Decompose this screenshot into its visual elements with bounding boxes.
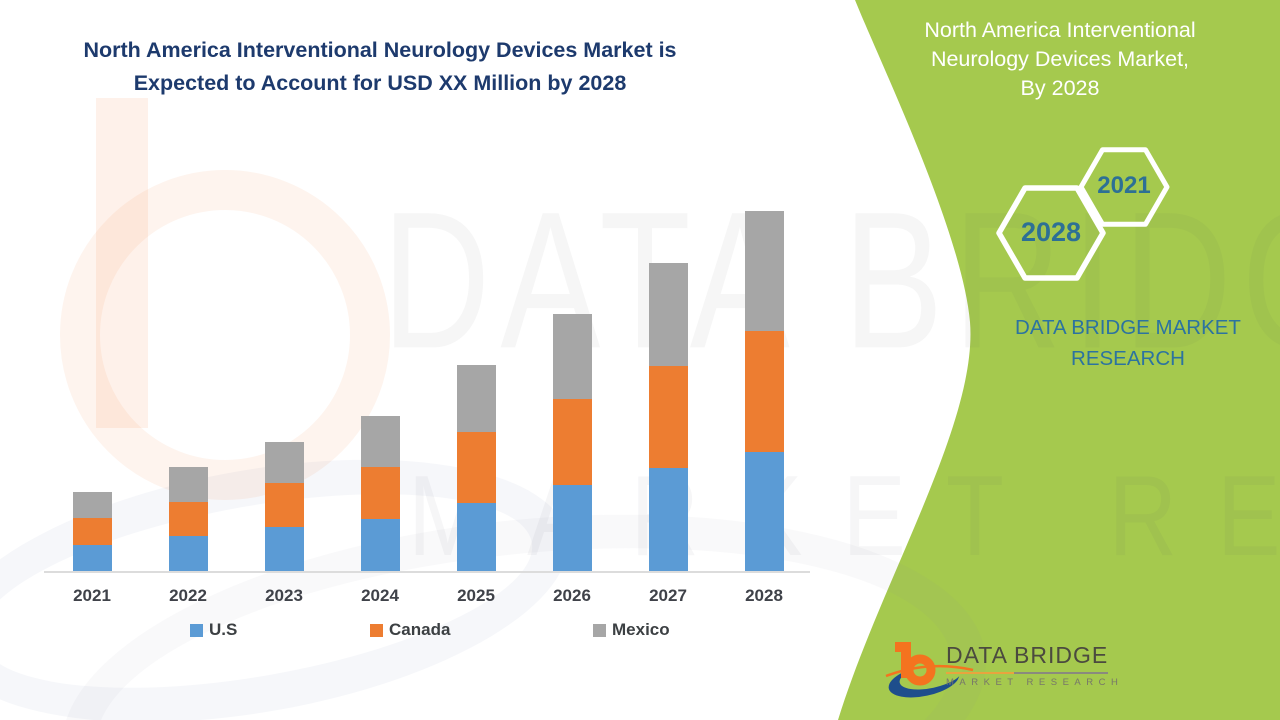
bar-segment-2023-mexico [264,442,304,483]
page-title: North America Interventional Neurology D… [40,34,720,100]
brand-text-line-1: DATA BRIDGE MARKET [1015,316,1241,339]
bar-segment-2028-mexico [744,211,784,331]
panel-title: North America Interventional Neurology D… [880,16,1240,103]
bar-segment-2024-mexico [360,416,400,467]
bar-segment-2022-us [168,536,208,571]
brand-text-line-2: RESEARCH [1071,347,1185,370]
bar-segment-2028-us [744,452,784,571]
panel-title-line-1: North America Interventional [924,18,1196,42]
legend-swatch-icon [593,623,606,637]
bar-segment-2027-us [648,468,688,571]
data-bridge-logo-icon [885,642,974,698]
bar-segment-2024-canada [360,467,400,519]
bar-2027 [648,263,688,571]
bar-segment-2028-canada [744,331,784,452]
bar-segment-2024-us [360,519,400,571]
legend-label: Mexico [612,620,670,639]
x-axis-label-2021: 2021 [73,586,111,605]
page-title-line-2: Expected to Account for USD XX Million b… [133,71,627,95]
x-axis-label-2022: 2022 [169,586,207,605]
bar-2023 [264,442,304,571]
bar-segment-2026-us [552,485,592,571]
bar-2024 [360,416,400,571]
legend-label: Canada [389,620,451,639]
bar-2022 [168,467,208,571]
legend-item-us: U.S [190,620,237,640]
bar-segment-2021-canada [72,518,112,545]
hexagon-year-2021: 2021 [1097,172,1151,199]
bar-segment-2027-mexico [648,263,688,366]
bar-segment-2026-canada [552,399,592,485]
bar-segment-2023-canada [264,483,304,527]
x-axis-label-2025: 2025 [457,586,495,605]
x-axis-label-2024: 2024 [361,586,399,605]
panel-title-line-2: Neurology Devices Market, [930,47,1190,71]
hexagon-2028 [996,185,1106,281]
bar-segment-2025-us [456,503,496,571]
bar-segment-2025-canada [456,432,496,503]
x-axis-label-2023: 2023 [265,586,303,605]
bar-segment-2023-us [264,527,304,571]
legend-item-mexico: Mexico [593,620,670,640]
legend-swatch-icon [370,623,383,637]
footer-logo-sub: MARKET RESEARCH [946,677,1124,688]
x-axis-label-2027: 2027 [649,586,687,605]
bar-2026 [552,314,592,571]
brand-text: DATA BRIDGE MARKET RESEARCH [992,312,1264,374]
bar-segment-2022-mexico [168,467,208,502]
legend-item-canada: Canada [370,620,450,640]
legend-swatch-icon [190,623,203,637]
bar-2021 [72,492,112,571]
footer-logo-name: DATA BRIDGE [946,642,1109,668]
footer-logo-rule [946,672,1108,674]
x-axis-line [44,571,810,573]
bar-2028 [744,211,784,571]
bar-segment-2025-mexico [456,365,496,432]
bar-segment-2022-canada [168,502,208,536]
bar-segment-2026-mexico [552,314,592,399]
x-axis-label-2028: 2028 [745,586,783,605]
bar-segment-2021-mexico [72,492,112,518]
legend-label: U.S [209,620,238,639]
x-axis-label-2026: 2026 [553,586,591,605]
bar-2025 [456,365,496,571]
bar-segment-2027-canada [648,366,688,468]
footer-logo: DATA BRIDGE MARKET RESEARCH [884,634,1144,706]
hexagon-2021 [1078,147,1170,227]
hexagon-year-2028: 2028 [1020,217,1082,247]
page-title-line-1: North America Interventional Neurology D… [83,38,677,62]
green-panel-shape [838,0,1280,720]
bar-segment-2021-us [72,545,112,571]
panel-title-line-3: By 2028 [1020,76,1100,100]
